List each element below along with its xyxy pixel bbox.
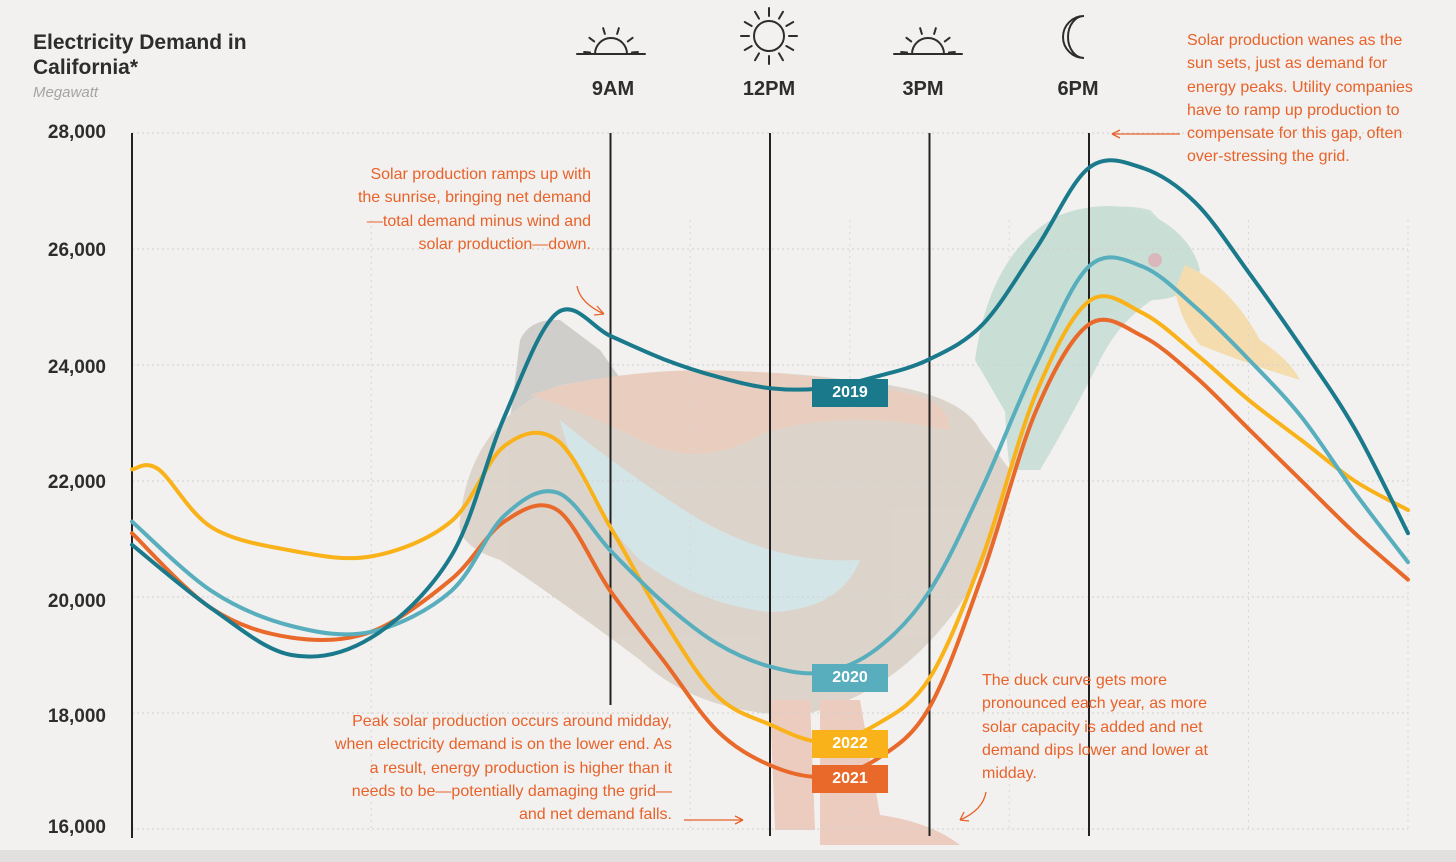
series-label-2019: 2019 — [812, 379, 888, 407]
sunrise-annotation: Solar production ramps up with the sunri… — [357, 166, 591, 253]
duck-illustration — [459, 206, 1300, 845]
y-tick-label: 28,000 — [47, 122, 106, 143]
y-tick-label: 26,000 — [47, 240, 106, 261]
time-label-3pm: 3PM — [902, 78, 944, 100]
annotation-arrows — [576, 129, 1180, 825]
y-tick-label: 22,000 — [47, 472, 106, 493]
bottom-strip — [0, 850, 1456, 862]
duck-curve-annotation: The duck curve gets more pronounced each… — [982, 672, 1208, 783]
y-tick-label: 24,000 — [47, 357, 106, 378]
series-label-2022: 2022 — [812, 730, 888, 758]
arrow-midday — [684, 815, 744, 825]
y-tick-label: 18,000 — [47, 706, 106, 727]
time-label-12pm: 12PM — [742, 78, 796, 100]
midday-annotation: Peak solar production occurs around midd… — [334, 713, 672, 824]
duck-leg-left — [770, 700, 815, 830]
chart-subtitle: Megawatt — [33, 84, 99, 101]
series-label-2021: 2021 — [812, 765, 888, 793]
duck-bill — [1175, 265, 1300, 380]
arrow-duck — [959, 791, 987, 822]
series-line-2022 — [130, 294, 1410, 744]
arrow-sunset — [1111, 129, 1180, 139]
y-tick-label: 16,000 — [47, 817, 106, 838]
series-label-2020: 2020 — [812, 664, 888, 692]
sunset-icon — [893, 27, 963, 55]
chart-title: Electricity Demand in California* — [33, 31, 247, 79]
duck-eye — [1148, 253, 1162, 267]
time-label-6pm: 6PM — [1057, 78, 1099, 100]
time-marker-lines — [131, 133, 1090, 838]
time-label-9am: 9AM — [591, 78, 635, 100]
time-icons — [576, 7, 1085, 65]
y-tick-label: 20,000 — [47, 591, 106, 612]
sunset-annotation: Solar production wanes as the sun sets, … — [1187, 32, 1413, 166]
sunrise-icon — [576, 27, 646, 55]
arrow-sunrise — [576, 285, 605, 316]
duck-wing — [560, 420, 860, 612]
sun-icon — [740, 7, 798, 65]
moon-icon — [1062, 15, 1085, 59]
duck-head — [975, 206, 1200, 420]
